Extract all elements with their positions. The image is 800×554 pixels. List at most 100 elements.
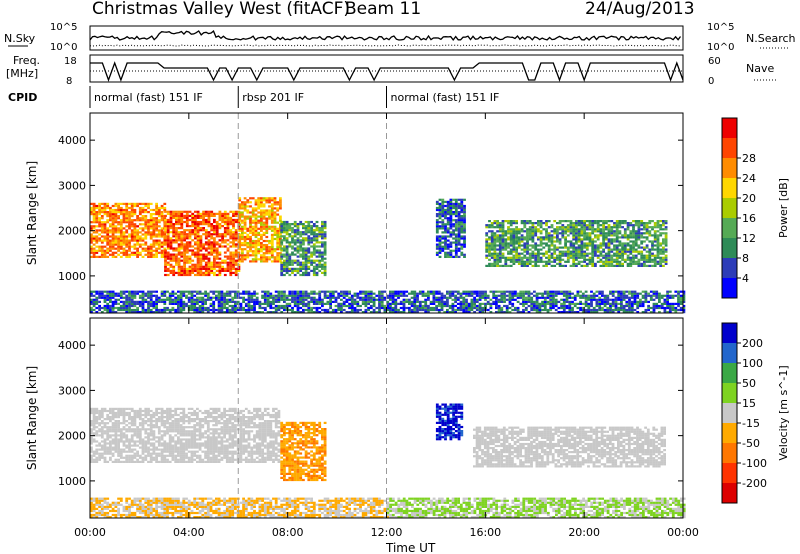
echo-cell — [247, 304, 251, 308]
echo-cell — [117, 231, 120, 234]
echo-cell — [556, 236, 559, 239]
echo-cell — [310, 308, 313, 312]
echo-cell — [596, 222, 600, 225]
echo-cell — [493, 258, 497, 261]
echo-cell — [254, 219, 258, 222]
echo-cell — [288, 294, 292, 297]
echo-cell — [584, 304, 588, 308]
echo-cell — [229, 259, 233, 262]
echo-cell — [155, 219, 158, 222]
echo-cell — [213, 265, 216, 268]
echo-cell — [545, 242, 548, 245]
echo-cell — [610, 226, 614, 229]
echo-cell — [323, 302, 327, 305]
echo-cell — [613, 238, 616, 241]
echo-cell — [539, 224, 543, 227]
echo-cell — [568, 304, 572, 308]
echo-cell — [288, 225, 292, 228]
echo-cell — [599, 228, 603, 231]
echo-cell — [501, 256, 505, 259]
echo-cell — [90, 208, 93, 212]
echo-cell — [367, 290, 370, 293]
echo-cell — [312, 290, 316, 293]
echo-cell — [408, 292, 411, 295]
echo-cell — [92, 253, 96, 256]
echo-cell — [130, 206, 134, 210]
echo-cell — [95, 237, 99, 240]
echo-cell — [209, 290, 213, 293]
echo-cell — [504, 234, 508, 237]
echo-cell — [166, 210, 170, 213]
echo-cell — [241, 260, 244, 263]
echo-cell — [527, 290, 531, 293]
echo-cell — [169, 265, 173, 268]
echo-cell — [507, 236, 510, 239]
echo-cell — [138, 231, 142, 234]
echo-cell — [615, 236, 619, 239]
echo-cell — [122, 237, 126, 240]
echo-cell — [604, 252, 608, 255]
echo-cell — [572, 262, 576, 265]
echo-cell — [250, 308, 254, 312]
echo-cell — [285, 265, 289, 268]
echo-cell — [251, 219, 255, 222]
echo-cell — [576, 306, 580, 310]
echo-cell — [446, 211, 450, 214]
echo-cell — [573, 294, 577, 297]
echo-cell — [182, 292, 186, 295]
echo-cell — [106, 304, 110, 308]
echo-cell — [210, 235, 214, 238]
echo-cell — [260, 227, 263, 230]
echo-cell — [580, 244, 584, 247]
echo-cell — [283, 225, 286, 228]
echo-cell — [416, 311, 419, 314]
echo-cell — [147, 294, 150, 297]
echo-cell — [495, 300, 498, 303]
echo-cell — [604, 226, 608, 229]
echo-cell — [560, 306, 563, 310]
echo-cell — [522, 298, 525, 301]
echo-cell — [558, 228, 562, 231]
echo-cell — [92, 219, 96, 222]
echo-cell — [592, 306, 596, 310]
echo-cell — [580, 226, 584, 229]
echo-cell — [435, 202, 439, 205]
echo-cell — [550, 260, 554, 263]
echo-cell — [356, 294, 360, 297]
echo-cell — [615, 230, 619, 233]
echo-cell — [177, 265, 181, 268]
beam-label: Beam 11 — [345, 0, 421, 19]
echo-cell — [95, 311, 99, 314]
echo-cell — [337, 308, 341, 312]
echo-cell — [136, 225, 139, 228]
echo-cell — [194, 263, 197, 266]
echo-cell — [546, 296, 550, 299]
echo-cell — [283, 294, 286, 297]
echo-cell — [191, 229, 195, 232]
echo-cell — [141, 217, 145, 220]
echo-cell — [452, 204, 455, 208]
echo-cell — [125, 213, 129, 216]
echo-cell — [157, 211, 161, 214]
echo-cell — [268, 256, 271, 259]
echo-cell — [218, 271, 222, 274]
echo-cell — [268, 227, 271, 230]
echo-cell — [312, 271, 316, 274]
echo-cell — [103, 296, 107, 299]
echo-cell — [180, 273, 184, 277]
echo-cell — [561, 264, 565, 267]
echo-cell — [111, 217, 115, 220]
echo-cell — [315, 263, 319, 266]
echo-cell — [488, 250, 491, 253]
echo-cell — [201, 306, 205, 310]
echo-cell — [435, 290, 438, 293]
echo-cell — [318, 229, 322, 232]
echo-cell — [273, 233, 277, 236]
echo-cell — [177, 271, 181, 274]
echo-cell — [609, 311, 612, 314]
echo-cell — [421, 308, 425, 312]
echo-cell — [577, 244, 581, 247]
echo-cell — [546, 294, 550, 297]
echo-cell — [257, 231, 261, 234]
echo-cell — [128, 304, 131, 308]
